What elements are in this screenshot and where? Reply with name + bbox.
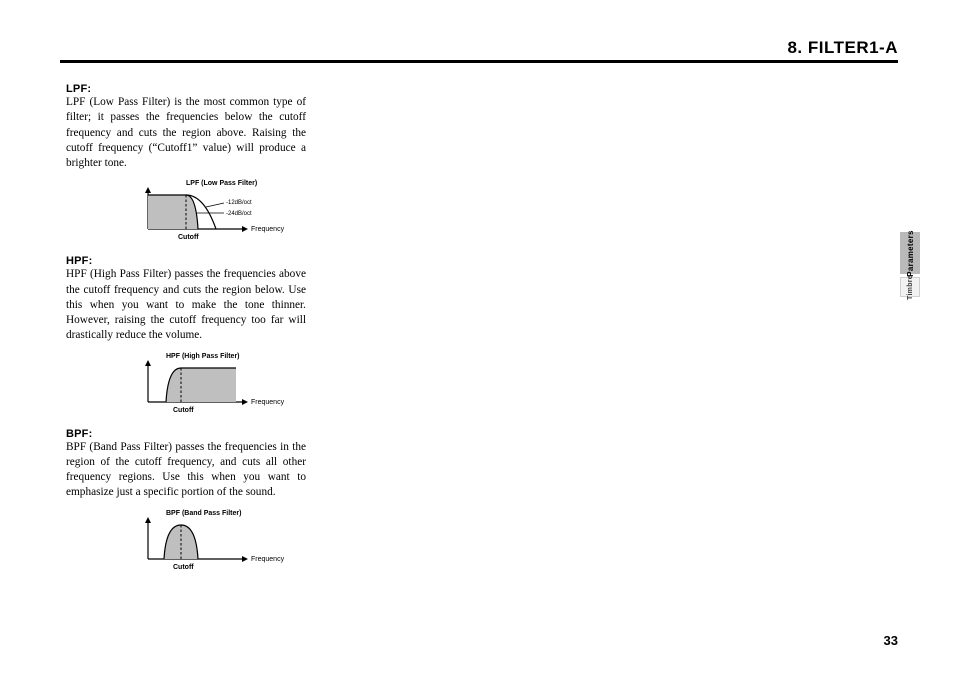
hpf-body: HPF (High Pass Filter) passes the freque… xyxy=(66,267,306,343)
hpf-diagram: HPF (High Pass Filter) Cutoff Frequency xyxy=(136,350,306,418)
hpf-diagram-title: HPF (High Pass Filter) xyxy=(166,353,240,360)
bpf-label: BPF: xyxy=(66,428,306,440)
lpf-callout-12db: -12dB/oct xyxy=(226,200,252,206)
tab-parameters-label: Parameters xyxy=(906,230,915,277)
hpf-cutoff-label: Cutoff xyxy=(173,407,194,414)
bpf-diagram: BPF (Band Pass Filter) Cutoff Frequency xyxy=(136,507,306,575)
page-number: 33 xyxy=(884,633,898,648)
tab-timbre: Timbre xyxy=(900,277,920,297)
lpf-label: LPF: xyxy=(66,83,306,95)
bpf-diagram-title: BPF (Band Pass Filter) xyxy=(166,510,241,517)
bpf-frequency-label: Frequency xyxy=(251,556,285,563)
bpf-section: BPF: BPF (Band Pass Filter) passes the f… xyxy=(66,428,306,501)
hpf-section: HPF: HPF (High Pass Filter) passes the f… xyxy=(66,255,306,343)
page-section-title: 8. FILTER1-A xyxy=(787,38,898,58)
lpf-section: LPF: LPF (Low Pass Filter) is the most c… xyxy=(66,83,306,171)
lpf-diagram: LPF (Low Pass Filter) Cutoff Frequency -… xyxy=(136,177,306,245)
lpf-callout-24db: -24dB/oct xyxy=(226,211,252,217)
lpf-cutoff-label: Cutoff xyxy=(178,234,199,241)
hpf-frequency-label: Frequency xyxy=(251,399,285,406)
tab-parameters: Parameters xyxy=(900,232,920,274)
lpf-body: LPF (Low Pass Filter) is the most common… xyxy=(66,95,306,171)
lpf-frequency-label: Frequency xyxy=(251,226,285,233)
side-tabs: Parameters Timbre xyxy=(900,232,920,297)
header-rule xyxy=(60,60,898,63)
hpf-label: HPF: xyxy=(66,255,306,267)
lpf-diagram-title: LPF (Low Pass Filter) xyxy=(186,180,257,187)
main-content-column: LPF: LPF (Low Pass Filter) is the most c… xyxy=(66,83,306,585)
bpf-cutoff-label: Cutoff xyxy=(173,564,194,571)
tab-timbre-label: Timbre xyxy=(907,274,914,299)
bpf-body: BPF (Band Pass Filter) passes the freque… xyxy=(66,440,306,501)
